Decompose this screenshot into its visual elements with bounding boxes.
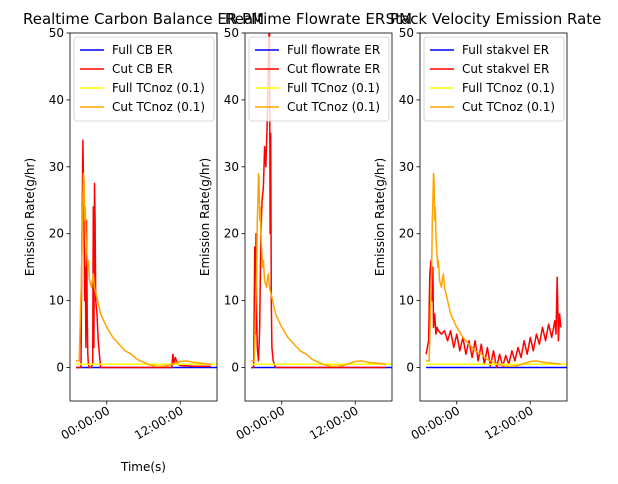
series-group xyxy=(76,139,217,369)
legend-box xyxy=(248,36,390,122)
axes-frame xyxy=(244,32,393,402)
y-tick-label: 20 xyxy=(399,227,414,241)
series-line-2 xyxy=(425,259,562,369)
y-tick-label: 30 xyxy=(49,160,64,174)
series-line-4 xyxy=(76,172,211,367)
legend-label-2: Cut flowrate ER xyxy=(287,62,380,76)
y-axis-label: Emission Rate(g/hr) xyxy=(198,158,212,276)
y-tick-label: 0 xyxy=(231,361,239,375)
axes-frame xyxy=(419,32,568,402)
y-tick-label: 40 xyxy=(399,93,414,107)
y-axis-label: Emission Rate(g/hr) xyxy=(373,158,387,276)
legend: Full stakvel ER Cut stakvel ER Full TCnoz … xyxy=(423,36,565,122)
series-group xyxy=(425,172,567,369)
y-tick-label: 0 xyxy=(406,361,414,375)
x-tick-label: 00:00:00 xyxy=(59,403,113,442)
series-line-4 xyxy=(426,172,561,367)
legend-label-4: Cut TCnoz (0.1) xyxy=(112,100,205,114)
chart-panel-1: 0 10 20 30 40 50 00:00:00 12:00:00 Realtime Carb… xyxy=(23,10,264,474)
y-tick-label: 10 xyxy=(49,294,64,308)
y-tick-label: 20 xyxy=(49,227,64,241)
series-line-2 xyxy=(76,139,211,369)
chart-title: Realtime Flowrate ER PM xyxy=(225,10,412,28)
x-tick-label: 12:00:00 xyxy=(132,403,186,442)
series-line-4 xyxy=(251,172,386,367)
legend-label-3: Full TCnoz (0.1) xyxy=(112,81,205,95)
y-tick-label: 20 xyxy=(224,227,239,241)
legend-box xyxy=(423,36,565,122)
legend-label-3: Full TCnoz (0.1) xyxy=(287,81,380,95)
y-tick-label: 0 xyxy=(56,361,64,375)
y-tick-label: 10 xyxy=(224,294,239,308)
legend-label-1: Full stakvel ER xyxy=(462,43,549,57)
legend-label-4: Cut TCnoz (0.1) xyxy=(287,100,380,114)
y-tick-label: 30 xyxy=(224,160,239,174)
y-tick-label: 10 xyxy=(399,294,414,308)
axes-frame xyxy=(69,32,218,402)
y-tick-label: 50 xyxy=(399,26,414,40)
y-axis-label: Emission Rate(g/hr) xyxy=(23,158,37,276)
chart-title: Stack Velocity Emission Rate xyxy=(386,10,602,28)
legend-label-3: Full TCnoz (0.1) xyxy=(462,81,555,95)
y-tick-label: 50 xyxy=(49,26,64,40)
legend-label-1: Full CB ER xyxy=(112,43,173,57)
x-tick-label: 12:00:00 xyxy=(307,403,361,442)
legend: Full flowrate ER Cut flowrate ER Full TCno… xyxy=(248,36,390,122)
legend-label-1: Full flowrate ER xyxy=(287,43,380,57)
x-tick-label: 00:00:00 xyxy=(409,403,463,442)
series-line-2 xyxy=(251,33,386,369)
chart-panel-3: 0 10 20 30 40 50 00:00:00 12:00:00 Stack Velocit… xyxy=(373,10,601,443)
x-axis-label: Time(s) xyxy=(120,460,166,474)
y-tick-label: 40 xyxy=(49,93,64,107)
x-tick-label: 00:00:00 xyxy=(234,403,288,442)
legend-label-2: Cut CB ER xyxy=(112,62,173,76)
legend-label-4: Cut TCnoz (0.1) xyxy=(462,100,555,114)
y-tick-label: 50 xyxy=(224,26,239,40)
legend: Full CB ER Cut CB ER Full TCnoz (0.1) Cut T… xyxy=(73,36,215,122)
legend-box xyxy=(73,36,215,122)
x-tick-label: 12:00:00 xyxy=(482,403,536,442)
legend-label-2: Cut stakvel ER xyxy=(462,62,549,76)
y-tick-label: 30 xyxy=(399,160,414,174)
series-group xyxy=(251,33,392,369)
chart-title: Realtime Carbon Balance ER PM xyxy=(23,10,264,28)
y-tick-label: 40 xyxy=(224,93,239,107)
